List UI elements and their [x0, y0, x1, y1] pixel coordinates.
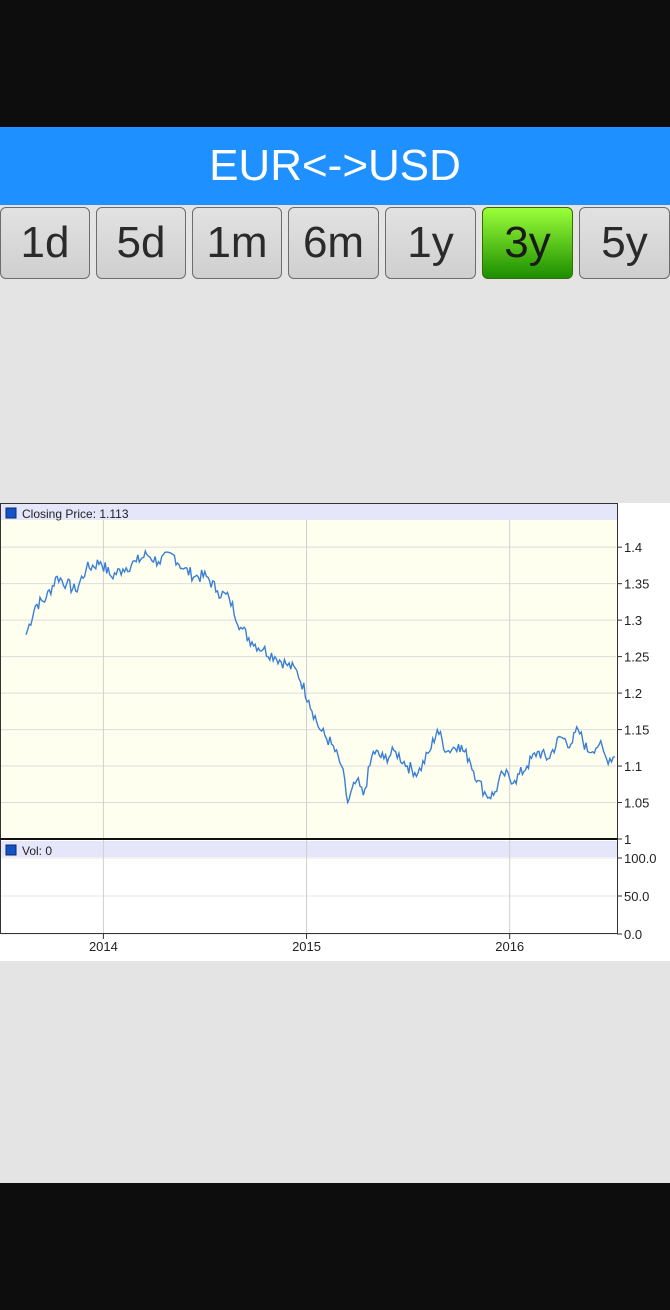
tab-5y[interactable]: 5y [579, 207, 670, 279]
y-tick-label: 1.1 [624, 759, 642, 774]
x-tick-label: 2015 [292, 939, 321, 954]
volume-tick-label: 0.0 [624, 927, 642, 942]
chart-svg: Closing Price: 1.113 Vol: 0 1.4 1.35 1.3 1.… [0, 503, 657, 954]
y-tick-label: 1.05 [624, 796, 649, 811]
tab-label: 1d [20, 218, 70, 267]
y-tick-label: 1.3 [624, 613, 642, 628]
x-tick-label: 2014 [89, 939, 118, 954]
tab-1y[interactable]: 1y [385, 207, 476, 279]
tab-label: 1m [206, 218, 268, 267]
tab-5d[interactable]: 5d [96, 207, 186, 279]
y-tick-label: 1.4 [624, 540, 642, 555]
chart-border [0, 503, 618, 934]
y-tick-label: 1.35 [624, 577, 649, 592]
volume-tick-label: 50.0 [624, 889, 649, 904]
timeframe-tabs: 1d 5d 1m 6m 1y 3y 5y [0, 207, 670, 281]
tab-label: 5y [601, 218, 648, 267]
volume-legend: Vol: 0 [22, 844, 52, 858]
volume-legend-bar [1, 841, 617, 857]
tab-1d[interactable]: 1d [0, 207, 90, 279]
price-plot-area [1, 504, 617, 839]
tab-3y[interactable]: 3y [482, 207, 573, 279]
price-legend: Closing Price: 1.113 [22, 507, 129, 521]
price-chart: Closing Price: 1.113 Vol: 0 1.4 1.35 1.3 1.… [0, 503, 670, 961]
x-tick-label: 2016 [495, 939, 524, 954]
price-legend-swatch [5, 507, 17, 519]
y-tick-label: 1.15 [624, 723, 649, 738]
tab-label: 3y [504, 218, 551, 267]
volume-legend-swatch [5, 844, 17, 856]
tab-label: 5d [116, 218, 166, 267]
tab-label: 1y [407, 218, 454, 267]
tab-6m[interactable]: 6m [288, 207, 379, 279]
navigation-bar [0, 1183, 670, 1310]
tab-label: 6m [302, 218, 365, 267]
y-tick-label: 1 [624, 832, 631, 847]
price-legend-bar [1, 504, 617, 520]
tab-1m[interactable]: 1m [192, 207, 282, 279]
volume-tick-label: 100.0 [624, 851, 657, 866]
page-title: EUR<->USD [209, 141, 461, 190]
y-tick-label: 1.25 [624, 650, 649, 665]
app-header: EUR<->USD [0, 127, 670, 205]
status-bar [0, 0, 670, 127]
closing-price-line [25, 548, 616, 805]
y-tick-label: 1.2 [624, 686, 642, 701]
